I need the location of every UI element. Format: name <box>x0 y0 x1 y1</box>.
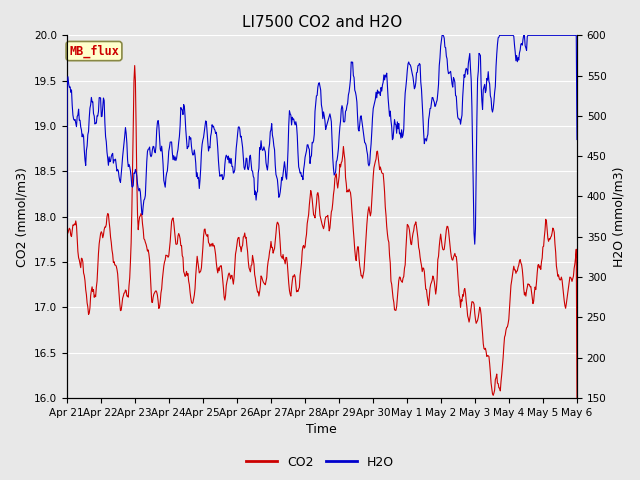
Title: LI7500 CO2 and H2O: LI7500 CO2 and H2O <box>242 15 402 30</box>
X-axis label: Time: Time <box>307 423 337 436</box>
Y-axis label: H2O (mmol/m3): H2O (mmol/m3) <box>612 167 625 267</box>
Text: MB_flux: MB_flux <box>69 44 119 58</box>
Legend: CO2, H2O: CO2, H2O <box>241 451 399 474</box>
Y-axis label: CO2 (mmol/m3): CO2 (mmol/m3) <box>15 167 28 266</box>
